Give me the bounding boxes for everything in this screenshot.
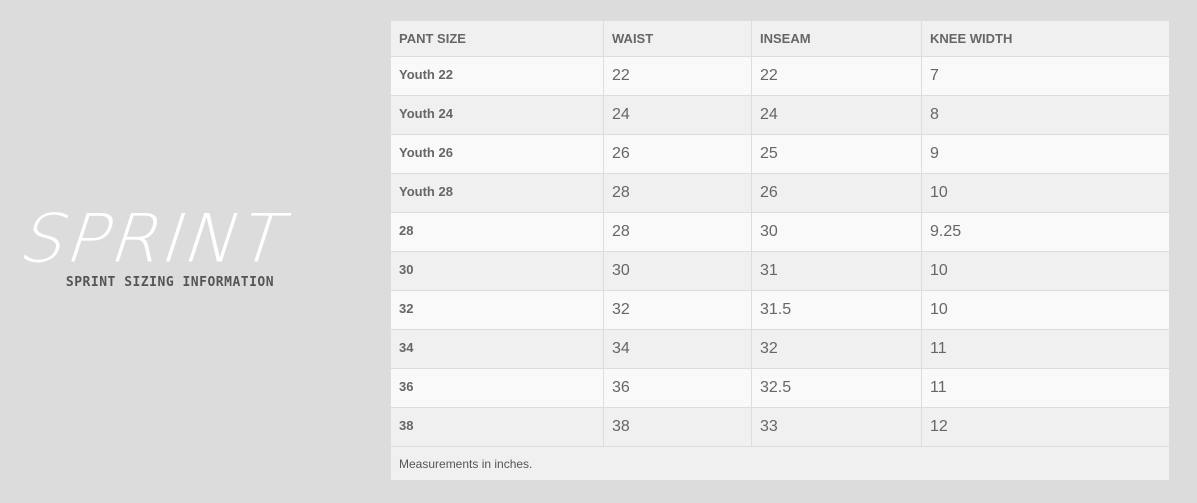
cell-knee-width: 12 — [921, 407, 1170, 447]
cell-pant-size: 38 — [390, 407, 604, 447]
cell-waist: 32 — [603, 290, 752, 330]
table-row: Youth 26 26 25 9 — [390, 134, 1170, 174]
cell-pant-size: 30 — [390, 251, 604, 291]
cell-knee-width: 10 — [921, 290, 1170, 330]
table-row: 32 32 31.5 10 — [390, 290, 1170, 330]
cell-knee-width: 11 — [921, 329, 1170, 369]
header-waist: WAIST — [603, 20, 752, 57]
cell-pant-size: 36 — [390, 368, 604, 408]
table-row: 38 38 33 12 — [390, 407, 1170, 447]
cell-inseam: 25 — [751, 134, 922, 174]
cell-pant-size: Youth 26 — [390, 134, 604, 174]
table-row: Youth 24 24 24 8 — [390, 95, 1170, 135]
cell-waist: 38 — [603, 407, 752, 447]
cell-waist: 26 — [603, 134, 752, 174]
logo-text: SPRINT — [10, 199, 300, 278]
cell-inseam: 22 — [751, 56, 922, 96]
table-header-row: PANT SIZE WAIST INSEAM KNEE WIDTH — [390, 20, 1170, 57]
cell-pant-size: 28 — [390, 212, 604, 252]
cell-inseam: 26 — [751, 173, 922, 213]
table-row: Youth 22 22 22 7 — [390, 56, 1170, 96]
cell-inseam: 32.5 — [751, 368, 922, 408]
cell-knee-width: 8 — [921, 95, 1170, 135]
table-row: 34 34 32 11 — [390, 329, 1170, 369]
table-row: 30 30 31 10 — [390, 251, 1170, 291]
cell-knee-width: 11 — [921, 368, 1170, 408]
cell-pant-size: Youth 28 — [390, 173, 604, 213]
page-subtitle: SPRINT SIZING INFORMATION — [65, 275, 275, 290]
cell-inseam: 32 — [751, 329, 922, 369]
cell-knee-width: 10 — [921, 251, 1170, 291]
header-inseam: INSEAM — [751, 20, 922, 57]
cell-inseam: 31.5 — [751, 290, 922, 330]
cell-knee-width: 10 — [921, 173, 1170, 213]
cell-pant-size: 32 — [390, 290, 604, 330]
cell-waist: 30 — [603, 251, 752, 291]
cell-waist: 28 — [603, 173, 752, 213]
cell-pant-size: 34 — [390, 329, 604, 369]
cell-waist: 22 — [603, 56, 752, 96]
cell-knee-width: 9.25 — [921, 212, 1170, 252]
sprint-logo: SPRINT — [10, 199, 334, 278]
cell-inseam: 33 — [751, 407, 922, 447]
cell-inseam: 30 — [751, 212, 922, 252]
header-pant-size: PANT SIZE — [390, 20, 604, 57]
cell-waist: 28 — [603, 212, 752, 252]
cell-waist: 34 — [603, 329, 752, 369]
header-knee-width: KNEE WIDTH — [921, 20, 1170, 57]
cell-knee-width: 7 — [921, 56, 1170, 96]
cell-knee-width: 9 — [921, 134, 1170, 174]
cell-waist: 36 — [603, 368, 752, 408]
table-row: 36 36 32.5 11 — [390, 368, 1170, 408]
table-row: 28 28 30 9.25 — [390, 212, 1170, 252]
cell-inseam: 31 — [751, 251, 922, 291]
cell-inseam: 24 — [751, 95, 922, 135]
cell-pant-size: Youth 24 — [390, 95, 604, 135]
table-row: Youth 28 28 26 10 — [390, 173, 1170, 213]
cell-pant-size: Youth 22 — [390, 56, 604, 96]
cell-waist: 24 — [603, 95, 752, 135]
sizing-table: PANT SIZE WAIST INSEAM KNEE WIDTH Youth … — [390, 20, 1170, 481]
table-footnote: Measurements in inches. — [390, 446, 1170, 481]
